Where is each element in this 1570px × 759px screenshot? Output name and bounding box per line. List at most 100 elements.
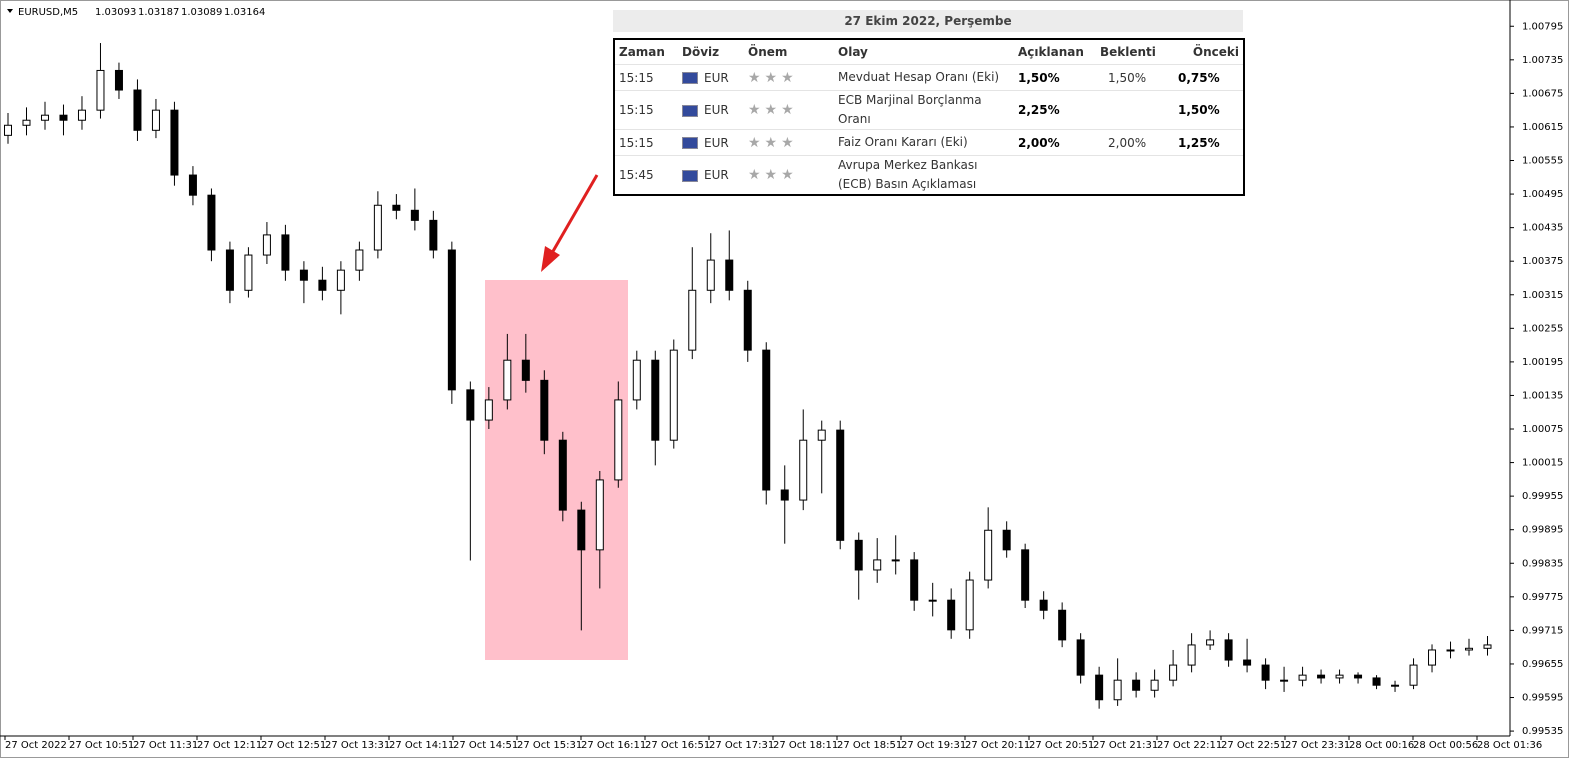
x-tick-label: 27 Oct 16:51 xyxy=(645,740,710,751)
candle-body xyxy=(1317,674,1326,679)
time: 15:15 xyxy=(614,64,678,91)
candle-body xyxy=(373,204,382,251)
candle-body xyxy=(207,194,216,251)
candle-body xyxy=(1298,674,1307,681)
candle-body xyxy=(743,289,752,351)
calendar: 27 Ekim 2022, Perşembe Zaman Döviz Önem Ola… xyxy=(613,10,1245,196)
column-header: Önceki xyxy=(1192,45,1239,59)
y-tick-label: 1.00675 xyxy=(1522,88,1563,99)
candle-body xyxy=(244,254,253,291)
stars: ★★★ xyxy=(748,69,798,86)
currency-cell: EUR xyxy=(678,155,744,195)
previous xyxy=(1174,155,1244,195)
candle-body xyxy=(558,439,567,511)
event: Faiz Oranı Kararı (Eki) xyxy=(834,129,1014,156)
candle-body xyxy=(947,599,956,631)
time: 15:15 xyxy=(614,90,678,130)
highlight-box xyxy=(485,280,628,660)
x-tick-label: 27 Oct 10:51 xyxy=(69,740,134,751)
candle-body xyxy=(1039,599,1048,611)
candle-body xyxy=(1058,609,1067,641)
x-tick-label: 27 Oct 18:11 xyxy=(773,740,838,751)
candle-body xyxy=(799,439,808,501)
candle-body xyxy=(466,389,475,421)
x-tick-label: 27 Oct 21:31 xyxy=(1093,740,1158,751)
currency: EUR xyxy=(704,70,729,85)
y-tick-label: 1.00735 xyxy=(1522,55,1563,66)
candle-body xyxy=(484,399,493,421)
x-tick-label: 28 Oct 00:56 xyxy=(1413,740,1478,751)
candle-body xyxy=(762,349,771,491)
x-tick-label: 27 Oct 22:11 xyxy=(1157,740,1222,751)
actual: 2,00% xyxy=(1014,129,1096,156)
candle-body xyxy=(1224,639,1233,661)
y-tick-label: 1.00435 xyxy=(1522,223,1563,234)
event-row: 15:15 EUR ★★★ Mevduat Hesap Oranı (Eki) 1,50… xyxy=(614,64,1244,91)
candle-body xyxy=(429,219,438,251)
candle-body xyxy=(780,489,789,501)
currency-cell: EUR xyxy=(678,64,744,91)
candles xyxy=(4,43,1492,709)
candle-body xyxy=(836,429,845,541)
x-tick-label: 27 Oct 19:31 xyxy=(901,740,966,751)
importance: ★★★ xyxy=(744,90,834,130)
x-tick-label: 27 Oct 20:51 xyxy=(1029,740,1094,751)
candle-body xyxy=(336,269,345,291)
flag-icon xyxy=(682,72,698,84)
y-tick-label: 0.99775 xyxy=(1522,592,1563,603)
candle-body xyxy=(910,559,919,601)
y-tick-label: 1.00375 xyxy=(1522,256,1563,267)
previous: 1,50% xyxy=(1174,90,1244,130)
importance: ★★★ xyxy=(744,129,834,156)
candle-body xyxy=(1372,677,1381,686)
forecast xyxy=(1096,90,1174,130)
currency: EUR xyxy=(704,168,729,182)
arrow-head xyxy=(541,246,560,272)
x-tick-label: 27 Oct 15:31 xyxy=(517,740,582,751)
candle-body xyxy=(133,89,142,131)
candle-body xyxy=(1169,664,1178,681)
candle-body xyxy=(706,259,715,291)
previous: 0,75% xyxy=(1174,64,1244,91)
column-header: Zaman xyxy=(619,45,665,59)
importance: ★★★ xyxy=(744,155,834,195)
currency: EUR xyxy=(704,135,729,150)
calendar-title: 27 Ekim 2022, Perşembe xyxy=(613,10,1243,32)
candle-body xyxy=(540,379,549,441)
y-tick-label: 1.00615 xyxy=(1522,122,1563,133)
candle-body xyxy=(984,529,993,581)
candle-body xyxy=(318,279,327,291)
candle-body xyxy=(410,209,419,221)
candle-body xyxy=(891,559,900,562)
header-value: 1.03187 xyxy=(138,7,179,18)
y-tick-label: 0.99955 xyxy=(1522,491,1563,502)
y-tick-label: 0.99715 xyxy=(1522,625,1563,636)
candle-body xyxy=(595,479,604,551)
x-tick-label: 27 Oct 14:51 xyxy=(453,740,518,751)
event-row: 15:15 EUR ★★★ Faiz Oranı Kararı (Eki) 2,00% 2… xyxy=(614,129,1244,156)
candle-body xyxy=(1150,679,1159,691)
menu-icon[interactable] xyxy=(7,9,13,13)
candle-body xyxy=(4,124,12,136)
x-tick-label: 28 Oct 01:36 xyxy=(1477,740,1542,751)
symbol: EURUSD,M5 xyxy=(18,7,78,18)
forecast: 1,50% xyxy=(1096,64,1174,91)
stars: ★★★ xyxy=(748,134,798,151)
candle-body xyxy=(928,599,937,602)
candle-body xyxy=(1261,664,1270,681)
y-tick-label: 0.99895 xyxy=(1522,525,1563,536)
candle-body xyxy=(1021,549,1030,601)
candle-body xyxy=(651,359,660,441)
y-tick-label: 1.00795 xyxy=(1522,21,1563,32)
x-tick-label: 28 Oct 00:16 xyxy=(1349,740,1414,751)
candle-body xyxy=(392,204,401,211)
candle-body xyxy=(170,109,179,176)
y-tick-label: 0.99655 xyxy=(1522,659,1563,670)
candle-body xyxy=(59,114,68,121)
column-header: Açıklanan xyxy=(1018,45,1084,59)
candle-body xyxy=(1354,674,1363,679)
candle-body xyxy=(1409,664,1418,686)
candle-body xyxy=(614,399,623,481)
importance: ★★★ xyxy=(744,64,834,91)
x-tick-label: 27 Oct 2022 xyxy=(5,740,67,751)
